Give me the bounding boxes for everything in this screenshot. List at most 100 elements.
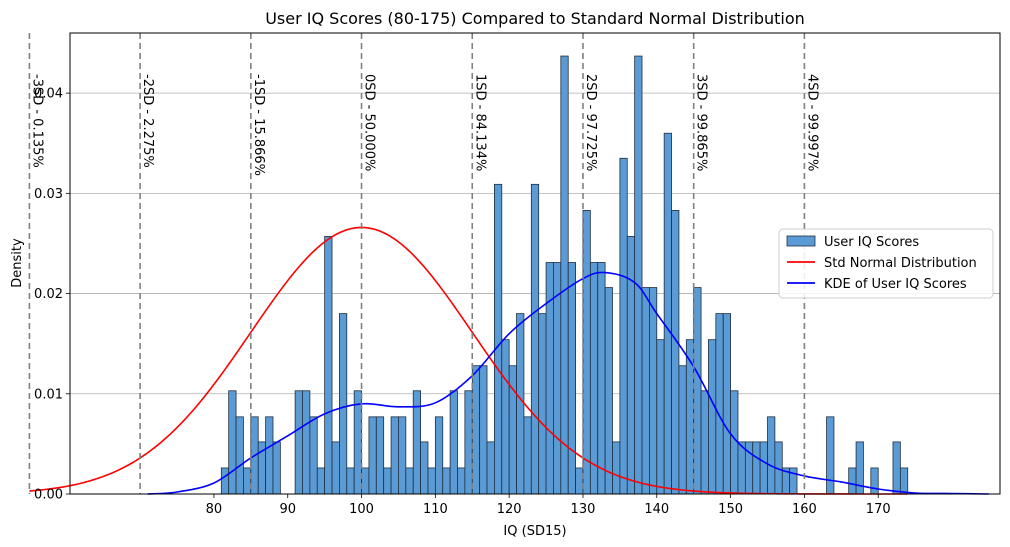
histogram-bar <box>767 416 776 495</box>
histogram-bar <box>575 467 584 495</box>
y-tick-label: 0.04 <box>34 87 63 102</box>
histogram-bar <box>434 416 444 495</box>
histogram-bar <box>656 339 665 495</box>
histogram-bar <box>737 441 746 495</box>
histogram-bar <box>324 236 333 495</box>
histogram-bar <box>405 467 414 495</box>
x-tick-label: 120 <box>497 502 522 517</box>
histogram-bar <box>442 467 451 495</box>
histogram-bar <box>272 441 281 495</box>
y-tick-label: 0.00 <box>34 488 63 503</box>
sd-label: 4SD - 99.997% <box>804 74 819 171</box>
histogram-bar <box>560 55 569 495</box>
x-tick-label: 170 <box>866 502 891 517</box>
legend-swatch-histogram <box>786 235 816 247</box>
sd-label: 0SD - 50.000% <box>362 74 377 171</box>
histogram-bar <box>848 467 857 495</box>
histogram-bar <box>220 467 230 495</box>
chart-legend: User IQ Scores Std Normal Distribution K… <box>778 228 994 299</box>
histogram-bar <box>464 390 473 495</box>
histogram-bar <box>708 339 717 495</box>
histogram-bar <box>663 132 672 495</box>
histogram-bar <box>634 55 643 495</box>
sd-label: -2SD - 2.275% <box>140 74 155 168</box>
histogram-bar <box>235 416 244 495</box>
y-axis-label: Density <box>10 238 25 288</box>
histogram-bar <box>501 339 510 495</box>
plot-area-frame <box>69 32 1001 495</box>
histogram-bar <box>383 467 392 495</box>
histogram-bar <box>700 390 709 495</box>
x-tick-label: 140 <box>644 502 669 517</box>
sd-label: -3SD - 0.135% <box>29 74 44 168</box>
histogram-bar <box>486 441 495 495</box>
histogram-bar <box>678 365 687 495</box>
y-tick-label: 0.01 <box>34 387 63 402</box>
histogram-bar <box>398 416 407 495</box>
legend-label-histogram: User IQ Scores <box>824 235 919 250</box>
histogram-bar <box>331 441 340 495</box>
sd-label: 3SD - 99.865% <box>694 74 709 171</box>
x-axis-label: IQ (SD15) <box>503 524 566 539</box>
chart-title: User IQ Scores (80-175) Compared to Stan… <box>265 9 805 28</box>
histogram-bar <box>722 313 731 495</box>
histogram-bar <box>826 416 835 495</box>
histogram-bar <box>671 209 680 495</box>
y-axis-ticks: 0.00 0.01 0.02 0.03 0.04 <box>34 87 70 503</box>
histogram-bar <box>479 365 488 495</box>
histogram-bar <box>243 467 252 495</box>
sd-reference-lines: -4SD - 0.003%-3SD - 0.135%-2SD - 2.275%-… <box>28 33 819 494</box>
histogram-bar <box>346 467 355 495</box>
sd-label: -1SD - 15.866% <box>251 74 266 176</box>
histogram-bar <box>685 339 695 495</box>
histogram-bar <box>516 313 525 495</box>
histogram-bar <box>471 365 481 495</box>
histogram-bar <box>752 441 761 495</box>
x-tick-label: 110 <box>423 502 448 517</box>
histogram-bar <box>494 183 503 495</box>
histogram-bar <box>353 390 362 495</box>
legend-label-normal: Std Normal Distribution <box>824 256 977 271</box>
x-tick-label: 150 <box>718 502 743 517</box>
histogram-bar <box>715 313 724 495</box>
histogram-bar <box>427 467 436 495</box>
histogram-bar <box>523 416 532 495</box>
histogram-bar <box>641 287 650 495</box>
legend-label-kde: KDE of User IQ Scores <box>824 277 967 292</box>
histogram-bar <box>390 416 399 495</box>
x-tick-label: 90 <box>279 502 296 517</box>
histogram-bar <box>604 287 613 495</box>
x-tick-label: 160 <box>792 502 817 517</box>
x-axis-ticks: 80 90 100 110 120 130 140 150 160 170 <box>206 494 891 517</box>
histogram-bar <box>530 183 540 495</box>
histogram-bar <box>375 416 385 495</box>
x-tick-label: 80 <box>206 502 223 517</box>
histogram-bar <box>870 467 879 495</box>
histogram-bars <box>220 55 909 495</box>
histogram-bar <box>316 467 326 495</box>
histogram-bar <box>567 262 576 495</box>
histogram-bar <box>538 313 547 495</box>
histogram-bar <box>309 416 318 495</box>
histogram-bar <box>420 441 429 495</box>
histogram-bar <box>449 390 458 495</box>
histogram-bar <box>693 287 702 495</box>
histogram-bar <box>892 441 901 495</box>
x-tick-label: 130 <box>571 502 596 517</box>
histogram-bar <box>228 390 237 495</box>
histogram-bar <box>545 262 554 495</box>
sd-label: 1SD - 84.134% <box>472 74 487 171</box>
histogram-bar <box>294 390 303 495</box>
histogram-bar <box>457 467 466 495</box>
histogram-bar <box>361 467 370 495</box>
histogram-bar <box>302 390 311 495</box>
legend-box <box>778 228 994 299</box>
histogram-bar <box>265 416 274 495</box>
histogram-bar <box>899 467 909 495</box>
histogram-bar <box>649 287 658 495</box>
y-tick-label: 0.03 <box>34 187 63 202</box>
histogram-bar <box>619 157 628 495</box>
x-tick-label: 100 <box>349 502 374 517</box>
histogram-bar <box>589 262 599 495</box>
